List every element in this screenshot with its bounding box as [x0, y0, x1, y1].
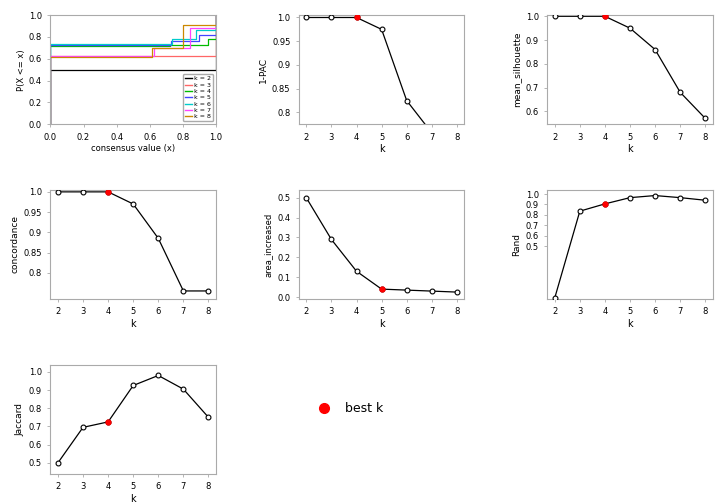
X-axis label: k: k [379, 319, 384, 329]
X-axis label: k: k [627, 145, 633, 154]
X-axis label: k: k [627, 319, 633, 329]
Text: best k: best k [345, 402, 384, 415]
X-axis label: k: k [130, 319, 136, 329]
Y-axis label: Jaccard: Jaccard [16, 403, 24, 435]
Y-axis label: P(X <= x): P(X <= x) [17, 49, 26, 91]
Y-axis label: Rand: Rand [513, 233, 521, 256]
X-axis label: k: k [130, 494, 136, 504]
Y-axis label: mean_silhouette: mean_silhouette [513, 32, 521, 107]
Y-axis label: concordance: concordance [10, 215, 19, 274]
X-axis label: consensus value (x): consensus value (x) [91, 145, 175, 153]
Legend: k = 2, k = 3, k = 4, k = 5, k = 6, k = 7, k = 8: k = 2, k = 3, k = 4, k = 5, k = 6, k = 7… [183, 74, 213, 121]
X-axis label: k: k [379, 145, 384, 154]
Y-axis label: 1-PAC: 1-PAC [258, 57, 268, 83]
Y-axis label: area_increased: area_increased [264, 212, 273, 277]
